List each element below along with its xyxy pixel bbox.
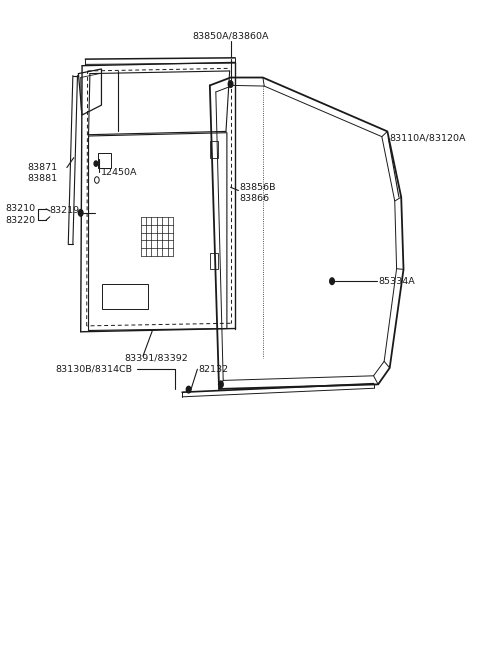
Text: 83871: 83871 — [28, 163, 58, 172]
Text: 83881: 83881 — [28, 174, 58, 183]
Circle shape — [228, 81, 233, 87]
Circle shape — [330, 278, 335, 284]
Bar — [210, 141, 218, 158]
Circle shape — [94, 161, 98, 166]
Text: 83866: 83866 — [240, 194, 270, 203]
Text: 83856B: 83856B — [240, 183, 276, 192]
Circle shape — [218, 381, 223, 388]
Text: 82132: 82132 — [198, 365, 228, 374]
Circle shape — [78, 210, 83, 216]
Text: 83219: 83219 — [50, 206, 80, 215]
Text: 12450A: 12450A — [100, 168, 137, 177]
Text: 83210: 83210 — [6, 204, 36, 214]
Circle shape — [187, 387, 191, 392]
Bar — [102, 284, 148, 309]
Text: 83220: 83220 — [6, 215, 36, 225]
Bar — [98, 153, 111, 168]
Text: 83130B/8314CB: 83130B/8314CB — [55, 365, 132, 374]
Text: 83391/83392: 83391/83392 — [124, 353, 188, 363]
Text: 83110A/83120A: 83110A/83120A — [390, 133, 466, 143]
Text: 83850A/83860A: 83850A/83860A — [192, 32, 269, 41]
Circle shape — [186, 386, 191, 393]
Text: 85334A: 85334A — [378, 277, 415, 286]
Bar — [210, 253, 218, 269]
